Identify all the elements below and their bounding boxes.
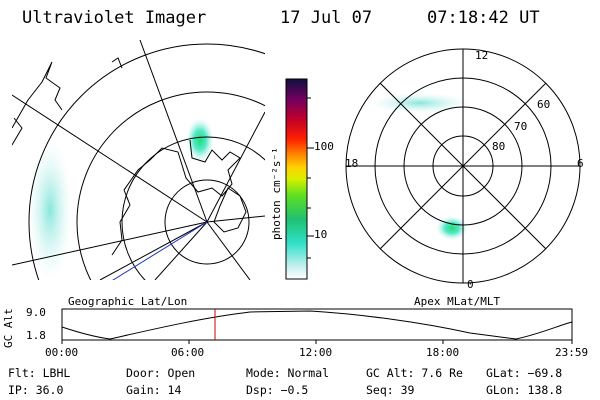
time-label: 07:18:42 UT <box>427 8 540 28</box>
altitude-plot <box>61 308 573 344</box>
geographic-caption: Geographic Lat/Lon <box>68 295 188 308</box>
door-status: Door: Open <box>126 366 196 380</box>
mode-status: Mode: Normal <box>246 366 330 380</box>
gc-alt-status: GC Alt: 7.6 Re <box>366 366 463 380</box>
gain-status: Gain: 14 <box>126 383 182 397</box>
colorbar-tick-100: 100 <box>314 140 334 153</box>
mlt-label-12: 12 <box>475 49 489 62</box>
lat-label-80: 80 <box>492 140 506 153</box>
geographic-map <box>12 40 265 280</box>
dsp-status: Dsp: −0.5 <box>246 383 309 397</box>
time-tick-0000: 00:00 <box>45 346 79 359</box>
colorbar <box>285 78 314 280</box>
seq-status: Seq: 39 <box>366 383 415 397</box>
mlt-label-18: 18 <box>345 157 359 170</box>
colorbar-unit-label: photon cm⁻²s⁻¹ <box>270 147 283 240</box>
colorbar-tick-10: 10 <box>314 228 328 241</box>
magnetic-polar-plot <box>345 48 581 284</box>
instrument-title: Ultraviolet Imager <box>22 8 207 28</box>
time-tick-1800: 18:00 <box>426 346 460 359</box>
filter-status: Flt: LBHL <box>8 366 71 380</box>
lat-label-70: 70 <box>514 120 528 133</box>
apex-caption: Apex MLat/MLT <box>414 295 501 308</box>
altitude-tick-high: 9.0 <box>26 306 46 319</box>
lat-label-60: 60 <box>537 98 551 111</box>
ip-status: IP: 36.0 <box>8 383 64 397</box>
glat-status: GLat: −69.8 <box>486 366 563 380</box>
time-tick-1200: 12:00 <box>299 346 333 359</box>
date-label: 17 Jul 07 <box>280 8 373 28</box>
mlt-label-6: 6 <box>577 157 584 170</box>
time-tick-0600: 06:00 <box>171 346 205 359</box>
mlt-label-0: 0 <box>467 278 474 291</box>
glon-status: GLon: 138.8 <box>486 383 563 397</box>
altitude-axis-label: GC Alt <box>2 308 15 348</box>
altitude-tick-low: 1.8 <box>26 329 46 342</box>
time-tick-2359: 23:59 <box>555 346 589 359</box>
